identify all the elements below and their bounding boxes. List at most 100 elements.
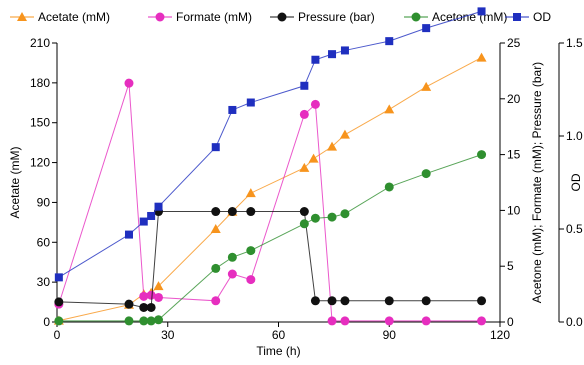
data-point-0 <box>421 81 432 91</box>
y-tick-label-left: 0 <box>43 315 50 329</box>
data-point-2 <box>124 299 134 309</box>
data-point-2 <box>146 302 156 312</box>
data-point-0 <box>245 188 256 198</box>
y-tick-label-right2: 0.0 <box>566 315 583 329</box>
legend-marker-4 <box>513 13 521 21</box>
data-point-0 <box>153 281 164 291</box>
data-point-1 <box>124 78 134 88</box>
data-point-1 <box>246 275 256 285</box>
x-tick-label: 30 <box>161 328 175 342</box>
data-point-3 <box>421 169 431 179</box>
data-point-3 <box>54 316 64 326</box>
data-point-3 <box>340 209 350 219</box>
data-point-2 <box>310 296 320 306</box>
data-point-4 <box>477 7 486 16</box>
series-line-1 <box>58 83 482 322</box>
data-point-4 <box>246 98 255 107</box>
data-point-4 <box>300 81 309 90</box>
data-point-4 <box>124 230 133 239</box>
series-line-2 <box>58 211 482 308</box>
data-point-4 <box>211 143 220 152</box>
data-point-0 <box>299 162 310 172</box>
y-tick-label-left: 90 <box>37 195 51 209</box>
y-tick-label-left: 120 <box>30 156 50 170</box>
data-point-0 <box>308 153 319 163</box>
data-point-2 <box>227 207 237 217</box>
y-tick-label-left: 180 <box>30 76 50 90</box>
data-point-4 <box>311 55 320 64</box>
y-tick-label-left: 30 <box>37 275 51 289</box>
series-2 <box>54 207 487 312</box>
series-1 <box>54 78 487 326</box>
series-line-3 <box>58 154 482 322</box>
data-point-3 <box>146 316 156 326</box>
data-point-1 <box>146 290 156 300</box>
legend-label-2: Pressure (bar) <box>298 10 375 24</box>
plot-area <box>53 7 487 326</box>
y-axis-title-right2: OD <box>569 173 583 191</box>
y-tick-label-left: 210 <box>30 36 50 50</box>
y-axis-title-right1: Acetone (mM); Formate (mM); Pressure (ba… <box>530 62 544 303</box>
data-point-2 <box>211 207 221 217</box>
legend-marker-2 <box>277 12 287 22</box>
y-tick-label-right1: 0 <box>507 315 514 329</box>
data-point-0 <box>327 141 338 151</box>
x-tick-label: 0 <box>54 328 61 342</box>
y-tick-label-right2: 1.0 <box>566 129 583 143</box>
x-tick-label: 120 <box>490 328 510 342</box>
legend-marker-1 <box>155 12 165 22</box>
data-point-1 <box>327 316 337 326</box>
data-point-4 <box>154 202 163 211</box>
y-tick-label-right2: 0.5 <box>566 222 583 236</box>
data-point-4 <box>385 37 394 46</box>
series-0 <box>53 52 487 325</box>
data-point-3 <box>227 252 237 262</box>
data-point-2 <box>384 296 394 306</box>
legend-label-1: Formate (mM) <box>176 10 252 24</box>
data-point-3 <box>211 263 221 273</box>
data-point-3 <box>154 315 164 325</box>
data-point-1 <box>211 296 221 306</box>
data-point-2 <box>54 297 64 307</box>
legend: Acetate (mM) Formate (mM) Pressure (bar) Ac… <box>10 10 551 24</box>
y-tick-label-left: 60 <box>37 235 51 249</box>
data-point-2 <box>246 207 256 217</box>
y-tick-label-left: 150 <box>30 116 50 130</box>
y-tick-label-right1: 20 <box>507 92 521 106</box>
data-point-0 <box>476 52 487 62</box>
series-line-4 <box>58 10 482 278</box>
data-point-0 <box>339 129 350 139</box>
series-line-0 <box>58 57 482 322</box>
data-point-3 <box>477 150 487 160</box>
series-3 <box>54 150 487 326</box>
data-point-1 <box>139 291 149 301</box>
legend-marker-0 <box>17 12 27 21</box>
data-point-3 <box>310 213 320 223</box>
data-point-4 <box>147 211 156 220</box>
x-tick-label: 90 <box>383 328 397 342</box>
data-point-2 <box>299 207 309 217</box>
data-point-3 <box>384 182 394 192</box>
y-tick-label-right2: 1.5 <box>566 36 583 50</box>
data-point-4 <box>228 105 237 114</box>
data-point-3 <box>124 316 134 326</box>
legend-label-4: OD <box>533 10 551 24</box>
data-point-4 <box>328 50 337 59</box>
series-4 <box>54 7 486 282</box>
data-point-1 <box>154 292 164 302</box>
data-point-2 <box>477 296 487 306</box>
data-point-4 <box>422 24 431 33</box>
y-axis-title-left: Acetate (mM) <box>8 146 22 218</box>
data-point-2 <box>421 296 431 306</box>
data-point-3 <box>139 316 149 326</box>
data-point-3 <box>299 219 309 229</box>
data-point-2 <box>139 302 149 312</box>
y-tick-label-right1: 15 <box>507 148 521 162</box>
data-point-1 <box>340 316 350 326</box>
data-point-3 <box>246 246 256 256</box>
data-point-4 <box>54 273 63 282</box>
data-point-4 <box>340 46 349 55</box>
data-point-1 <box>299 109 309 119</box>
data-point-0 <box>384 104 395 114</box>
